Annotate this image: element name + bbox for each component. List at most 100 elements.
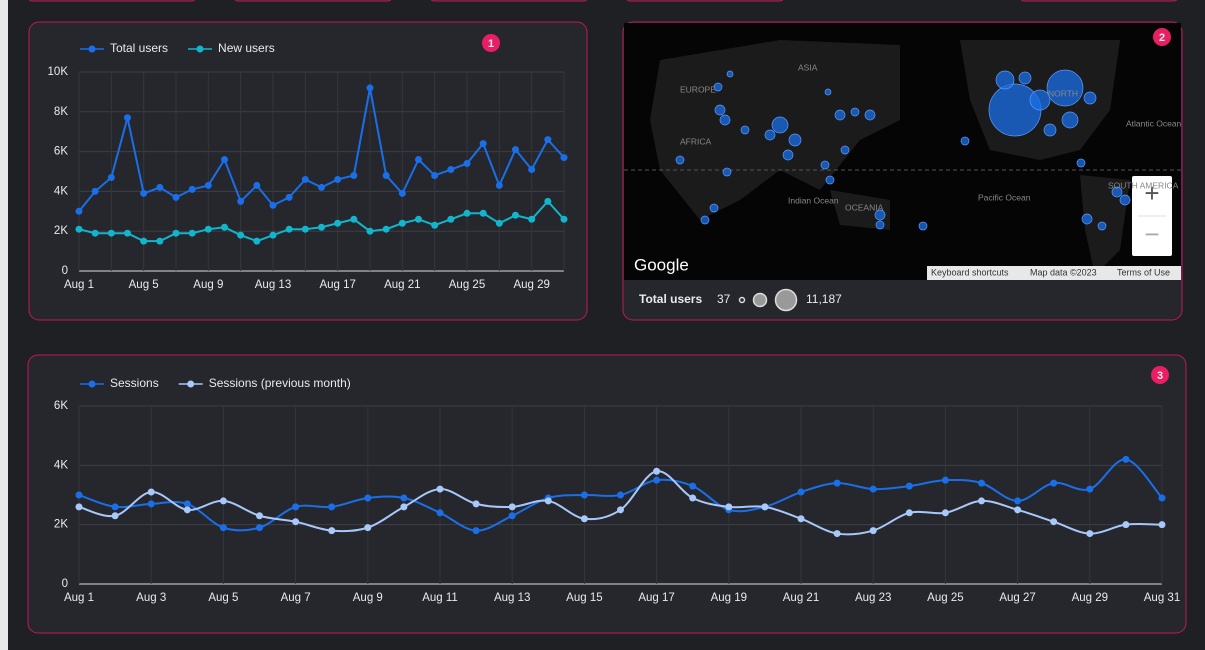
x-tick-label: Aug 13 bbox=[255, 279, 291, 291]
top-buttons bbox=[28, 0, 1178, 2]
data-point bbox=[580, 515, 588, 523]
data-point bbox=[653, 476, 661, 484]
data-point bbox=[366, 84, 374, 92]
data-point bbox=[204, 181, 212, 189]
y-tick-label: 10K bbox=[48, 66, 69, 78]
data-point bbox=[941, 476, 949, 484]
map-label: OCEANIA bbox=[845, 202, 884, 212]
y-tick-label: 2K bbox=[54, 519, 68, 531]
y-tick-label: 2K bbox=[54, 225, 68, 237]
data-point bbox=[415, 156, 422, 164]
data-point bbox=[761, 503, 769, 511]
data-point bbox=[436, 509, 444, 517]
data-point bbox=[1158, 521, 1166, 529]
data-point bbox=[140, 189, 148, 197]
map-label: SOUTH AMERICA bbox=[1108, 180, 1179, 190]
y-tick-label: 6K bbox=[54, 400, 68, 412]
data-point bbox=[237, 231, 245, 239]
map-label: Atlantic Ocean bbox=[1126, 118, 1182, 128]
data-point bbox=[463, 160, 471, 168]
x-tick-label: Aug 31 bbox=[1144, 592, 1180, 604]
data-point bbox=[1050, 479, 1058, 487]
data-point bbox=[495, 219, 503, 227]
data-point bbox=[725, 503, 733, 511]
data-point bbox=[111, 503, 119, 511]
badge-number: 3 bbox=[1157, 370, 1163, 382]
data-point bbox=[188, 185, 196, 193]
data-point bbox=[253, 237, 261, 245]
data-point bbox=[124, 229, 131, 237]
data-point bbox=[495, 181, 503, 189]
x-tick-label: Aug 7 bbox=[281, 592, 311, 604]
data-point bbox=[905, 482, 913, 490]
data-point bbox=[269, 231, 277, 239]
zoom-in[interactable]: + bbox=[1144, 178, 1159, 208]
map-bubbles bbox=[675, 69, 1131, 231]
legend-size bbox=[738, 296, 746, 304]
footer-link[interactable]: Keyboard shortcuts bbox=[931, 267, 1009, 277]
y-tick-label: 8K bbox=[54, 106, 68, 118]
x-tick-label: Aug 11 bbox=[422, 592, 458, 604]
data-point bbox=[221, 156, 228, 164]
data-point bbox=[292, 503, 300, 511]
data-point bbox=[1086, 485, 1094, 493]
x-tick-label: Aug 1 bbox=[64, 279, 94, 291]
map-label: AFRICA bbox=[680, 136, 712, 146]
legend-label: Sessions (previous month) bbox=[209, 376, 351, 390]
data-point bbox=[156, 183, 164, 191]
zoom-out[interactable]: − bbox=[1144, 219, 1159, 249]
data-point bbox=[508, 512, 516, 520]
badge bbox=[482, 34, 500, 52]
x-tick-label: Aug 29 bbox=[1072, 592, 1108, 604]
map-logo: Google bbox=[634, 255, 689, 274]
data-point bbox=[292, 518, 300, 526]
data-point bbox=[528, 215, 536, 223]
map-label: EUROPE bbox=[680, 84, 716, 94]
y-tick-label: 6K bbox=[54, 146, 68, 158]
data-point bbox=[436, 485, 444, 493]
data-point bbox=[833, 530, 841, 538]
data-point bbox=[382, 225, 390, 233]
x-tick-label: Aug 17 bbox=[319, 279, 355, 291]
x-tick-label: Aug 15 bbox=[566, 592, 602, 604]
data-point bbox=[334, 219, 342, 227]
data-point bbox=[560, 215, 568, 223]
data-point bbox=[172, 229, 180, 237]
data-point bbox=[431, 171, 439, 179]
data-point bbox=[797, 488, 805, 496]
x-tick-label: Aug 17 bbox=[638, 592, 674, 604]
left-edge bbox=[0, 0, 8, 650]
legend-marker bbox=[187, 380, 195, 388]
footer-link[interactable]: Terms of Use bbox=[1117, 267, 1170, 277]
data-point bbox=[91, 187, 99, 195]
y-tick-label: 0 bbox=[62, 578, 68, 590]
x-tick-label: Aug 9 bbox=[193, 279, 223, 291]
data-point bbox=[147, 500, 155, 508]
data-point bbox=[318, 223, 325, 231]
x-tick-label: Aug 5 bbox=[129, 279, 159, 291]
data-point bbox=[237, 197, 245, 205]
data-point bbox=[1014, 497, 1022, 505]
data-point bbox=[869, 527, 877, 535]
legend-marker bbox=[88, 45, 96, 53]
data-point bbox=[219, 497, 227, 505]
map-label: Pacific Ocean bbox=[978, 192, 1031, 202]
data-point bbox=[653, 467, 661, 475]
legend-size bbox=[752, 292, 768, 308]
data-point bbox=[528, 166, 536, 174]
data-point bbox=[221, 223, 228, 231]
data-point bbox=[472, 527, 480, 535]
legend-label: Total users bbox=[110, 41, 168, 55]
x-tick-label: Aug 25 bbox=[449, 279, 485, 291]
data-point bbox=[204, 225, 212, 233]
data-point bbox=[328, 527, 336, 535]
data-point bbox=[479, 140, 487, 148]
data-point bbox=[366, 227, 374, 235]
data-point bbox=[256, 524, 263, 532]
data-point bbox=[256, 512, 263, 520]
data-point bbox=[111, 512, 119, 520]
data-point bbox=[1086, 530, 1094, 538]
data-point bbox=[689, 494, 697, 502]
footer-link[interactable]: Map data ©2023 bbox=[1030, 267, 1097, 277]
x-tick-label: Aug 21 bbox=[783, 592, 819, 604]
